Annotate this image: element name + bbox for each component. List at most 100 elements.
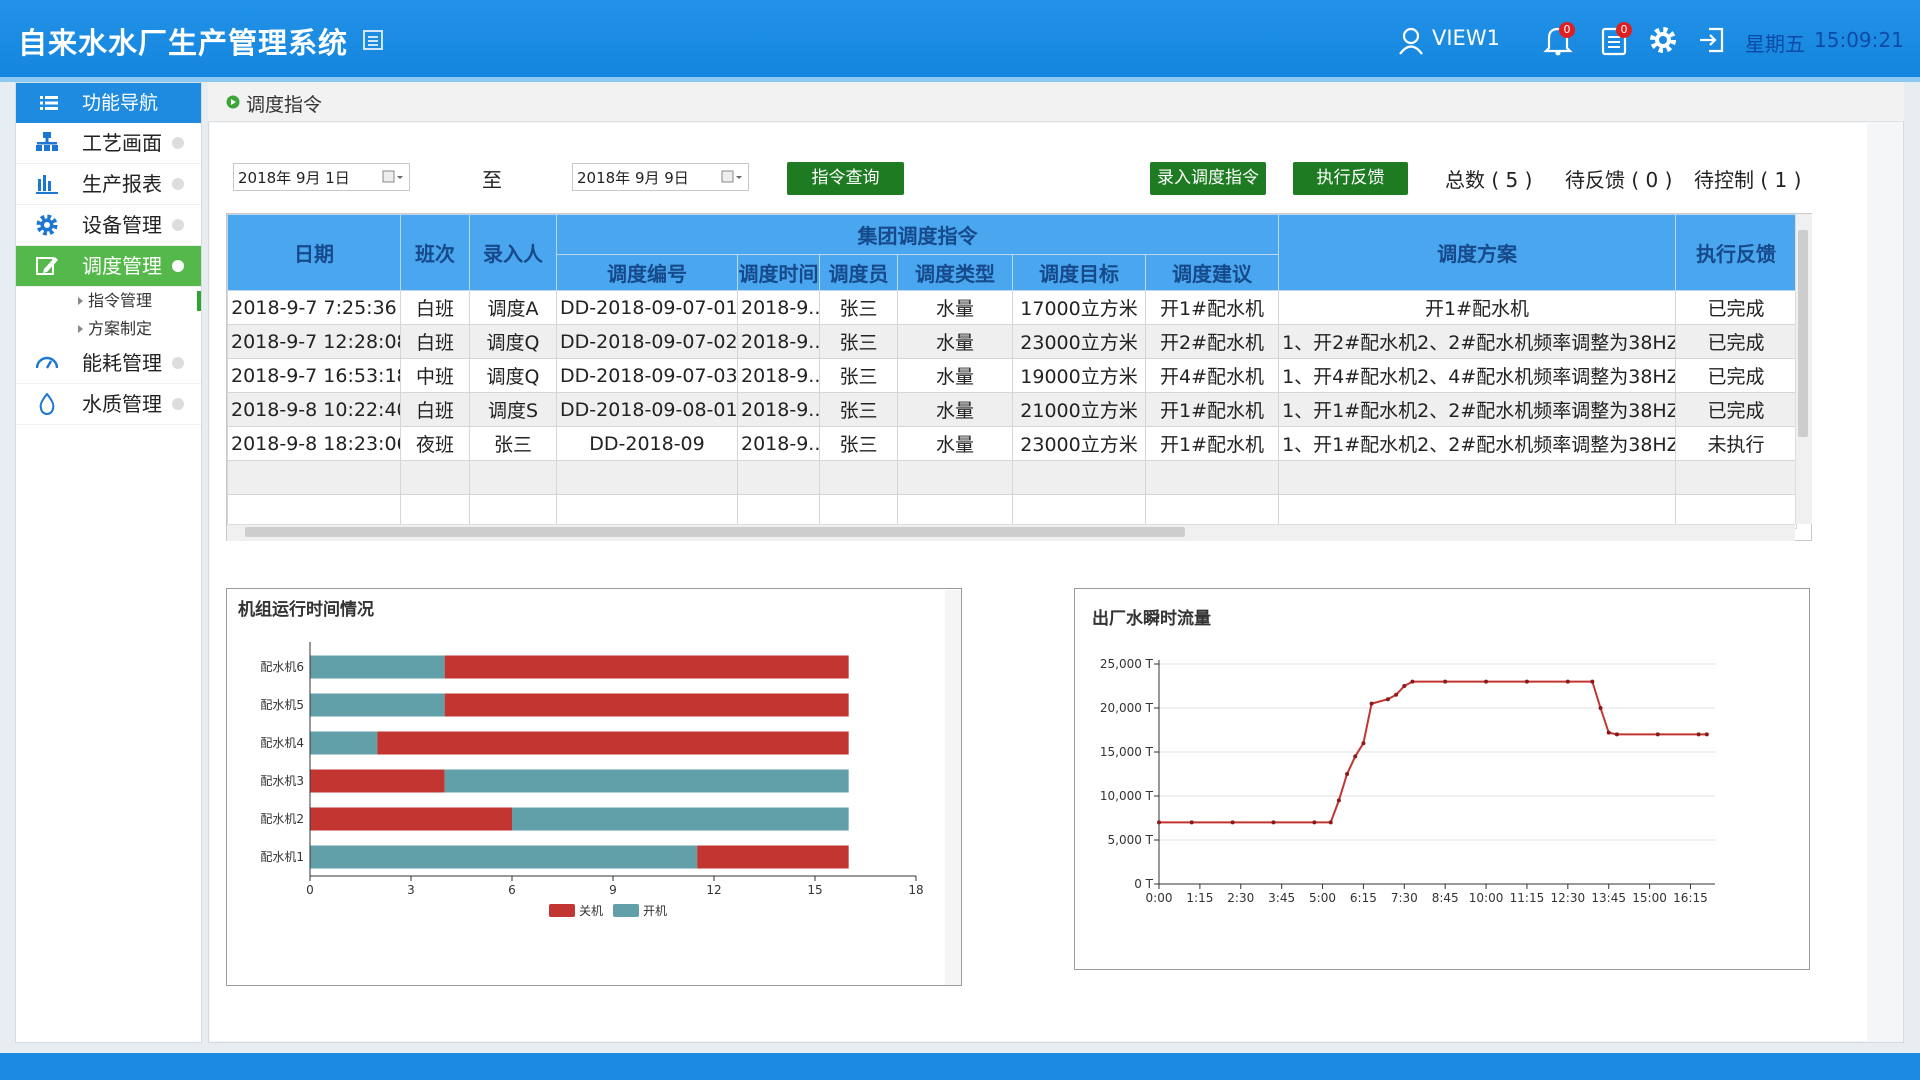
nav-icon	[36, 175, 58, 194]
feedback-button[interactable]: 执行反馈	[1293, 162, 1408, 195]
tasks-icon[interactable]	[1600, 24, 1628, 56]
nav-icon	[36, 257, 58, 275]
x-tick-label: 3:45	[1268, 891, 1295, 905]
table-cell: 2018-9...	[737, 358, 820, 393]
x-tick-label: 0	[306, 883, 314, 897]
empty-cell	[1144, 460, 1280, 495]
nav-item[interactable]: 能耗管理	[16, 343, 201, 384]
data-point	[1312, 820, 1317, 825]
empty-cell	[469, 494, 557, 529]
column-header: 调度建议	[1144, 254, 1280, 291]
icon-part	[40, 101, 43, 105]
table-cell: 2018-9...	[737, 290, 820, 325]
header-row: 日期 班次 录入人 集团调度指令 调度方案 执行反馈	[227, 214, 1798, 291]
y-tick-label: 15,000 T	[1100, 745, 1154, 759]
icon-part	[39, 393, 55, 415]
icon-part	[37, 142, 57, 145]
nav-item[interactable]: 水质管理	[16, 384, 201, 425]
table-cell: 张三	[469, 426, 557, 461]
table-cell: DD-2018-09-07-03	[556, 358, 738, 393]
y-tick-label: 配水机5	[260, 698, 304, 712]
notification-badge: 0	[1559, 22, 1575, 38]
nav-subitem[interactable]: 方案制定	[16, 315, 201, 343]
h-scroll-thumb[interactable]	[245, 527, 1185, 537]
y-tick-label: 0 T	[1134, 877, 1153, 891]
icon-part	[36, 257, 54, 275]
breadcrumb: 调度指令	[246, 94, 323, 116]
logout-icon[interactable]	[1697, 26, 1725, 54]
user-icon[interactable]	[1398, 27, 1424, 55]
data-point	[1696, 732, 1701, 737]
icon-part	[1399, 45, 1423, 55]
data-point	[1271, 820, 1276, 825]
data-point	[1369, 701, 1374, 706]
calendar-icon[interactable]	[382, 169, 404, 185]
nav-item[interactable]: 生产报表	[16, 164, 201, 205]
empty-cell	[400, 460, 470, 495]
x-tick-label: 7:30	[1391, 891, 1418, 905]
x-tick-label: 11:15	[1510, 891, 1545, 905]
data-point	[1598, 706, 1603, 710]
total-count: 总数 ( 5 )	[1445, 168, 1533, 192]
bar-segment	[444, 655, 849, 679]
table-row[interactable]: 2018-9-8 18:23:06 夜班 张三 DD-2018-09 2018-9...…	[227, 426, 1798, 461]
table-row[interactable]: 2018-9-7 7:25:36 白班 调度A DD-2018-09-07-01 201…	[227, 290, 1798, 325]
chart-scrollbar[interactable]	[945, 590, 961, 985]
user-name[interactable]: VIEW1	[1432, 26, 1500, 50]
icon-part	[38, 179, 41, 191]
x-tick-label: 15:00	[1632, 891, 1667, 905]
x-tick-label: 16:15	[1673, 891, 1708, 905]
v-scroll-thumb[interactable]	[1798, 230, 1808, 437]
data-point	[1230, 820, 1235, 825]
table-cell: 开1#配水机	[1144, 392, 1280, 427]
x-tick-label: 12	[706, 883, 721, 897]
table-cell: 开4#配水机	[1144, 358, 1280, 393]
table-cell: 19000立方米	[1012, 358, 1146, 393]
legend-label: 关机	[579, 904, 603, 918]
table-cell: 张三	[819, 392, 898, 427]
column-header: 执行反馈	[1675, 214, 1798, 291]
add-button[interactable]: 录入调度指令	[1150, 162, 1266, 195]
y-tick-label: 配水机6	[260, 660, 304, 674]
end-date[interactable]: 2018年 9月 9日	[572, 163, 749, 191]
nav-item[interactable]: 工艺画面	[16, 123, 201, 164]
query-button[interactable]: 指令查询	[787, 162, 904, 195]
table-row[interactable]: 2018-9-7 12:28:08 白班 调度Q DD-2018-09-07-02 20…	[227, 324, 1798, 359]
nav-list: 工艺画面 生产报表 设备管理 调度管理 指令管理 方案制定 能耗管理 水质管理	[16, 123, 201, 425]
x-tick-label: 1:15	[1186, 891, 1213, 905]
settings-icon[interactable]	[1648, 25, 1678, 55]
column-header: 调度类型	[897, 254, 1013, 291]
table-row[interactable]: 2018-9-7 16:53:18 中班 调度Q DD-2018-09-07-03 20…	[227, 358, 1798, 393]
table-cell: 夜班	[400, 426, 470, 461]
table-cell: 调度Q	[469, 324, 557, 359]
empty-cell	[556, 460, 738, 495]
table-cell: DD-2018-09	[556, 426, 738, 461]
table-cell: 调度S	[469, 392, 557, 427]
start-date[interactable]: 2018年 9月 1日	[233, 163, 410, 191]
series-line	[1159, 680, 1707, 824]
nav-item[interactable]: 调度管理	[16, 246, 201, 287]
x-tick-label: 6	[508, 883, 516, 897]
icon-part	[736, 176, 742, 179]
nav-item[interactable]: 设备管理	[16, 205, 201, 246]
icon-part	[1601, 27, 1627, 56]
nav-chevron	[172, 219, 184, 231]
empty-cell	[819, 494, 898, 529]
x-tick-label: 15	[807, 883, 822, 897]
nav-title: 功能导航	[82, 92, 159, 114]
icon-part	[44, 222, 50, 228]
nav-chevron	[172, 398, 184, 410]
bar-segment	[377, 731, 849, 755]
table-cell: 21000立方米	[1012, 392, 1146, 427]
calendar-icon[interactable]	[721, 169, 743, 185]
data-point	[1394, 692, 1399, 697]
icon-part	[382, 170, 395, 183]
table-cell: 开1#配水机	[1144, 290, 1280, 325]
icon-part	[1650, 27, 1676, 53]
icon-part	[45, 138, 49, 142]
x-tick-label: 2:30	[1227, 891, 1254, 905]
table-row[interactable]: 2018-9-8 10:22:40 白班 调度S DD-2018-09-08-01 20…	[227, 392, 1798, 427]
icon-part: 日期 班次 录入人 集团调度指令 调度方案 执行反馈 调度编号 调度时间 调度员 调度类型 调度目标…	[227, 214, 1798, 291]
empty-cell	[1012, 460, 1146, 495]
nav-subitem[interactable]: 指令管理	[16, 287, 201, 315]
